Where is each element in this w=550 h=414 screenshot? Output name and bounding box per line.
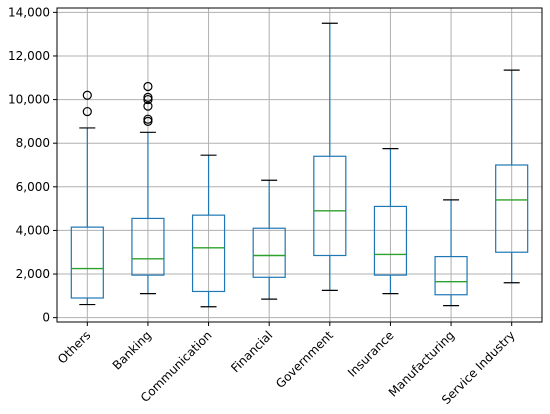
outlier-point <box>143 101 153 111</box>
box-financial <box>252 179 286 300</box>
y-axis-ticks: 0 2,000 4,000 6,000 8,000 10,000 12,000 14,000 <box>8 5 57 325</box>
y-tick-label: 10,000 <box>8 93 50 107</box>
y-tick-label: 12,000 <box>8 49 50 63</box>
plot-frame <box>56 7 543 323</box>
x-tick-label: Banking <box>110 328 154 372</box>
y-tick-label: 14,000 <box>8 5 50 19</box>
box-manufacturing <box>434 199 468 307</box>
x-tick-label: Government <box>273 328 336 391</box>
y-tick-label: 4,000 <box>16 223 50 237</box>
x-tick-label: Insurance <box>345 328 397 380</box>
box-insurance <box>373 148 408 295</box>
boxes-layer <box>70 22 529 308</box>
y-tick-label: 0 <box>42 311 50 325</box>
box-government <box>313 22 347 291</box>
x-tick-label: Others <box>55 328 93 366</box>
outlier-point <box>143 114 153 124</box>
y-tick-label: 8,000 <box>16 136 50 150</box>
box-others <box>70 90 104 306</box>
box-service-industry <box>495 69 529 284</box>
x-tick-label: Financial <box>228 328 275 375</box>
outlier-point <box>143 92 153 103</box>
y-tick-label: 6,000 <box>16 180 50 194</box>
box-banking <box>131 81 165 295</box>
box-communication <box>191 154 226 308</box>
outlier-point <box>82 106 92 117</box>
outlier-point <box>143 81 153 92</box>
y-tick-label: 2,000 <box>16 267 50 281</box>
grid-layer <box>57 8 542 322</box>
outlier-point <box>82 90 92 100</box>
